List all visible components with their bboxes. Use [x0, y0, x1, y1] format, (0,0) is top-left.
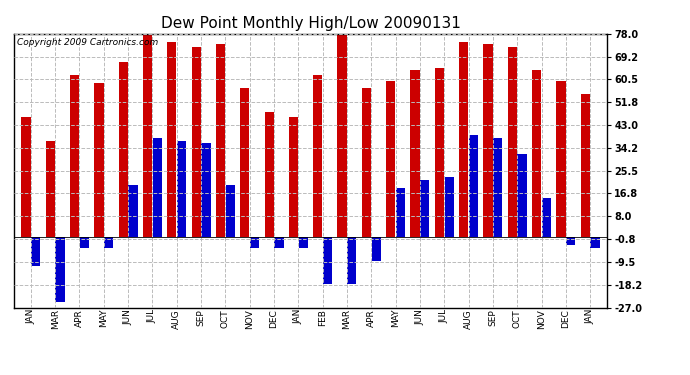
- Bar: [167, 42, 177, 237]
- Bar: [323, 237, 332, 284]
- Bar: [337, 34, 347, 237]
- Bar: [216, 44, 225, 237]
- Bar: [532, 70, 541, 237]
- Title: Dew Point Monthly High/Low 20090131: Dew Point Monthly High/Low 20090131: [161, 16, 460, 31]
- Bar: [55, 237, 65, 302]
- Bar: [264, 112, 274, 237]
- Bar: [371, 237, 381, 261]
- Bar: [444, 177, 454, 237]
- Text: Copyright 2009 Cartronics.com: Copyright 2009 Cartronics.com: [17, 38, 158, 47]
- Bar: [80, 237, 89, 248]
- Bar: [493, 138, 502, 237]
- Bar: [201, 143, 210, 237]
- Bar: [152, 138, 162, 237]
- Bar: [226, 185, 235, 237]
- Bar: [469, 135, 478, 237]
- Bar: [128, 185, 137, 237]
- Bar: [240, 88, 250, 237]
- Bar: [299, 237, 308, 248]
- Bar: [542, 198, 551, 237]
- Bar: [104, 237, 113, 248]
- Bar: [274, 237, 284, 248]
- Bar: [143, 34, 152, 237]
- Bar: [396, 188, 405, 237]
- Bar: [347, 237, 357, 284]
- Bar: [581, 94, 590, 237]
- Bar: [250, 237, 259, 248]
- Bar: [31, 237, 40, 266]
- Bar: [566, 237, 575, 245]
- Bar: [420, 180, 429, 237]
- Bar: [95, 83, 103, 237]
- Bar: [556, 81, 566, 237]
- Bar: [484, 44, 493, 237]
- Bar: [518, 154, 526, 237]
- Bar: [435, 68, 444, 237]
- Bar: [192, 47, 201, 237]
- Bar: [177, 141, 186, 237]
- Bar: [21, 117, 30, 237]
- Bar: [289, 117, 298, 237]
- Bar: [46, 141, 55, 237]
- Bar: [508, 47, 517, 237]
- Bar: [591, 237, 600, 248]
- Bar: [313, 75, 322, 237]
- Bar: [411, 70, 420, 237]
- Bar: [386, 81, 395, 237]
- Bar: [119, 62, 128, 237]
- Bar: [459, 42, 469, 237]
- Bar: [362, 88, 371, 237]
- Bar: [70, 75, 79, 237]
